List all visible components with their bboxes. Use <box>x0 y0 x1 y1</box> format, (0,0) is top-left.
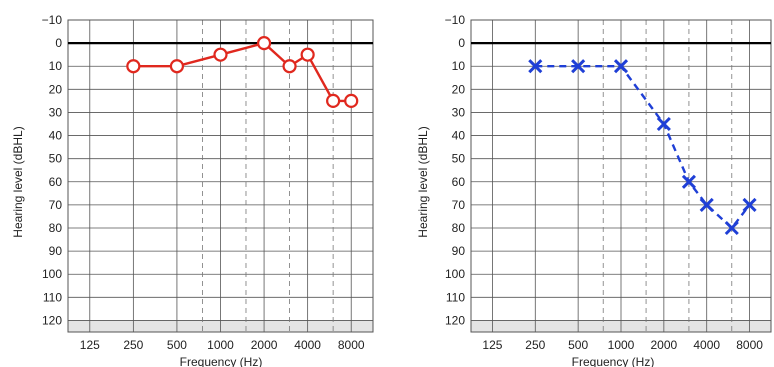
right-series-line <box>535 65 751 230</box>
right-data-point <box>613 59 629 74</box>
left-data-point <box>126 59 141 74</box>
right-data-point <box>528 59 543 74</box>
left-y-tick-label: −10 <box>42 13 63 27</box>
right-data-point <box>699 197 714 212</box>
right-data-point <box>742 197 757 212</box>
left-x-tick-label: 500 <box>167 338 187 352</box>
right-y-tick-label: 20 <box>452 82 466 96</box>
right-y-tick-label: 50 <box>452 152 466 166</box>
right-data-point <box>681 174 696 189</box>
right-data-point-stroke <box>681 174 696 189</box>
left-y-tick-label: 40 <box>49 129 63 143</box>
left-data-point <box>344 93 359 108</box>
left-x-tick-label: 8000 <box>338 338 365 352</box>
left-y-tick-label: 100 <box>42 267 62 281</box>
right-x-tick-label: 125 <box>482 338 502 352</box>
right-y-tick-label: 60 <box>452 175 466 189</box>
right-y-tick-label: 70 <box>452 198 466 212</box>
right-data-point-stroke <box>699 197 714 212</box>
left-y-tick-label: 20 <box>49 82 63 96</box>
left-data-point <box>282 59 297 74</box>
left-data-point <box>326 93 341 108</box>
left-y-tick-label: 80 <box>49 221 63 235</box>
left-y-tick-label: 120 <box>42 313 62 327</box>
left-y-tick-label: 60 <box>49 175 63 189</box>
right-y-tick-label: 40 <box>452 129 466 143</box>
right-y-tick-label: 80 <box>452 221 466 235</box>
right-y-tick-label: 10 <box>452 59 466 73</box>
right-x-tick-label: 1000 <box>608 338 635 352</box>
right-data-point-stroke <box>724 220 739 236</box>
right-x-tick-label: 4000 <box>693 338 720 352</box>
right-y-tick-label: 120 <box>445 313 465 327</box>
right-y-tick-label: 0 <box>458 36 465 50</box>
right-x-tick-label: 250 <box>525 338 545 352</box>
right-x-tick-label: 8000 <box>736 338 763 352</box>
right-y-tick-label: −10 <box>445 13 466 27</box>
right-data-point-stroke <box>742 197 757 212</box>
left-audiogram: Hearing level (dBHL) −10 0 10 20 30 40 50 60 70 8… <box>11 13 374 367</box>
right-xlabel: Frequency (Hz) <box>572 355 655 367</box>
right-y-tick-label: 90 <box>452 244 466 258</box>
left-x-tick-label: 2000 <box>251 338 278 352</box>
left-data-point <box>213 47 228 62</box>
right-data-point <box>571 59 586 74</box>
left-xlabel: Frequency (Hz) <box>180 355 263 367</box>
right-data-point-stroke <box>571 59 586 74</box>
left-frame <box>67 19 374 333</box>
right-plot-area: −10 0 10 20 30 40 50 60 70 80 90 100 110 120 125 250 500… <box>445 13 772 352</box>
left-x-tick-label: 1000 <box>207 338 234 352</box>
right-data-point-stroke <box>656 116 671 132</box>
left-audiogram-svg: Hearing level (dBHL) −10 0 10 20 30 40 50 60 70 8… <box>11 13 374 367</box>
left-x-tick-label: 4000 <box>294 338 321 352</box>
right-y-tick-label: 100 <box>445 267 465 281</box>
right-data-point <box>724 220 739 236</box>
left-series-line <box>133 41 352 103</box>
right-data-point-stroke <box>528 59 543 74</box>
left-y-tick-label: 70 <box>49 198 63 212</box>
left-data-point <box>256 36 272 51</box>
left-ylabel: Hearing level (dBHL) <box>11 126 25 237</box>
left-x-tick-label: 125 <box>80 338 100 352</box>
left-y-tick-label: 90 <box>49 244 63 258</box>
left-data-point <box>169 59 185 74</box>
right-ylabel: Hearing level (dBHL) <box>416 126 430 237</box>
left-y-tick-label: 50 <box>49 152 63 166</box>
right-x-tick-label: 2000 <box>651 338 678 352</box>
right-data-point <box>656 116 671 132</box>
left-plot-area: −10 0 10 20 30 40 50 60 70 80 90 100 110 120 125 250 500… <box>42 13 374 352</box>
right-y-tick-label: 110 <box>446 290 465 304</box>
left-y-tick-label: 0 <box>55 36 62 50</box>
left-x-tick-label: 250 <box>123 338 143 352</box>
right-y-tick-label: 30 <box>452 105 466 119</box>
left-y-tick-label: 10 <box>49 59 63 73</box>
left-y-tick-label: 110 <box>43 290 62 304</box>
left-data-point <box>300 47 315 62</box>
right-frame <box>470 19 772 333</box>
right-audiogram: Hearing level (dBHL) −10 0 10 20 30 40 50 60 70 8… <box>395 0 774 367</box>
right-data-point-stroke <box>613 59 629 74</box>
left-y-tick-label: 30 <box>49 105 63 119</box>
right-audiogram-svg: Hearing level (dBHL) −10 0 10 20 30 40 50 60 70 8… <box>416 13 772 367</box>
right-x-tick-label: 500 <box>568 338 588 352</box>
